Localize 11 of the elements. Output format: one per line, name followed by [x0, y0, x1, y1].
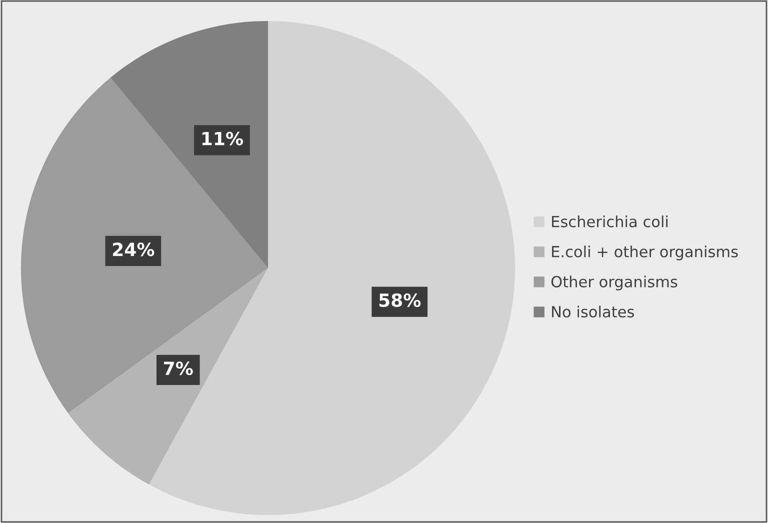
- data-label: 24%: [113, 242, 154, 256]
- data-label: 7%: [164, 362, 193, 376]
- pie-slice: [68, 268, 268, 484]
- pie-slice: [20, 78, 268, 414]
- data-label: 58%: [379, 293, 421, 308]
- legend-label: E.coli + other organisms: [552, 246, 738, 260]
- legend-label: Other organisms: [551, 276, 678, 290]
- legend-label: Escherichia coli: [552, 216, 668, 228]
- legend-label: No isolates: [552, 306, 634, 318]
- pie-slice: [110, 20, 268, 268]
- data-label: 11%: [202, 132, 244, 146]
